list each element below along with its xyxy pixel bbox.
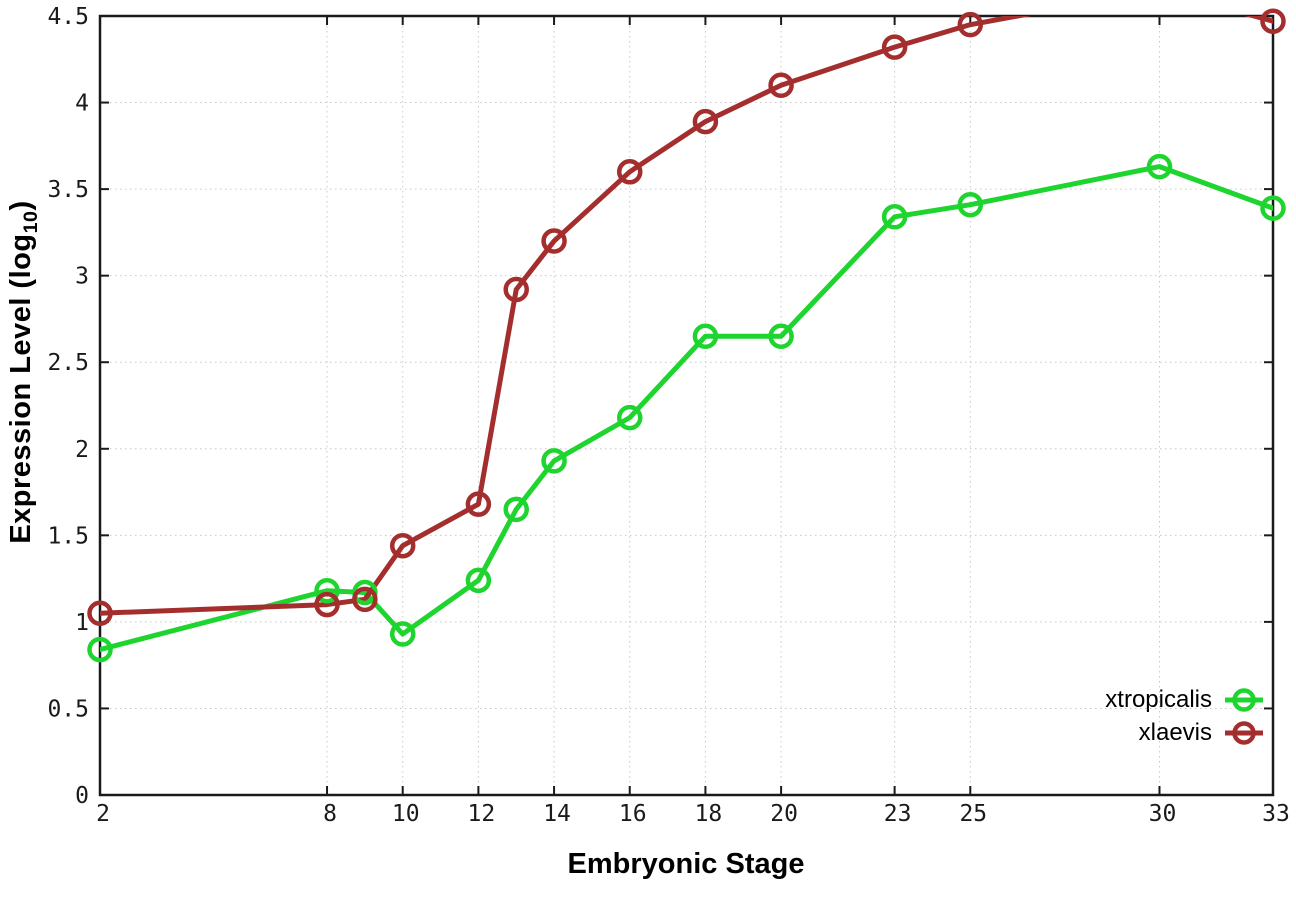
x-axis-title: Embryonic Stage (567, 848, 805, 880)
y-tick-label: 0 (75, 783, 89, 809)
legend-label-xlaevis: xlaevis (1138, 718, 1212, 746)
x-tick-label: 2 (96, 801, 110, 827)
y-tick-label: 4 (75, 91, 89, 117)
y-tick-label: 3.5 (47, 177, 89, 203)
legend: xtropicalis xlaevis (1105, 683, 1266, 749)
x-tick-label: 18 (695, 801, 723, 827)
x-tick-label: 12 (468, 801, 496, 827)
x-tick-label: 23 (884, 801, 912, 827)
x-tick-label: 20 (770, 801, 798, 827)
x-tick-label: 25 (959, 801, 987, 827)
y-tick-label: 2 (75, 437, 89, 463)
y-axis-title-text: Expression Level (log (5, 233, 38, 544)
y-tick-label: 0.5 (47, 696, 89, 722)
x-tick-label: 14 (543, 801, 571, 827)
x-tick-label: 33 (1262, 801, 1290, 827)
x-tick-label: 30 (1149, 801, 1177, 827)
y-tick-label: 4.5 (47, 4, 89, 30)
y-axis-title-close: ) (5, 200, 38, 211)
legend-item-xtropicalis: xtropicalis (1105, 683, 1266, 716)
x-tick-label: 10 (392, 801, 420, 827)
x-tick-label: 16 (619, 801, 647, 827)
y-tick-label: 1 (75, 610, 89, 636)
y-axis-title: Expression Level (log10) (5, 200, 43, 543)
y-axis-title-subscript: 10 (19, 210, 42, 234)
y-tick-label: 2.5 (47, 350, 89, 376)
x-tick-label: 8 (323, 801, 337, 827)
y-tick-label: 3 (75, 264, 89, 290)
legend-label-xtropicalis: xtropicalis (1105, 685, 1212, 713)
y-tick-label: 1.5 (47, 523, 89, 549)
legend-marker-icon-xtropicalis (1225, 687, 1263, 712)
legend-marker-icon-xlaevis (1225, 720, 1263, 745)
legend-item-xlaevis: xlaevis (1105, 716, 1266, 749)
